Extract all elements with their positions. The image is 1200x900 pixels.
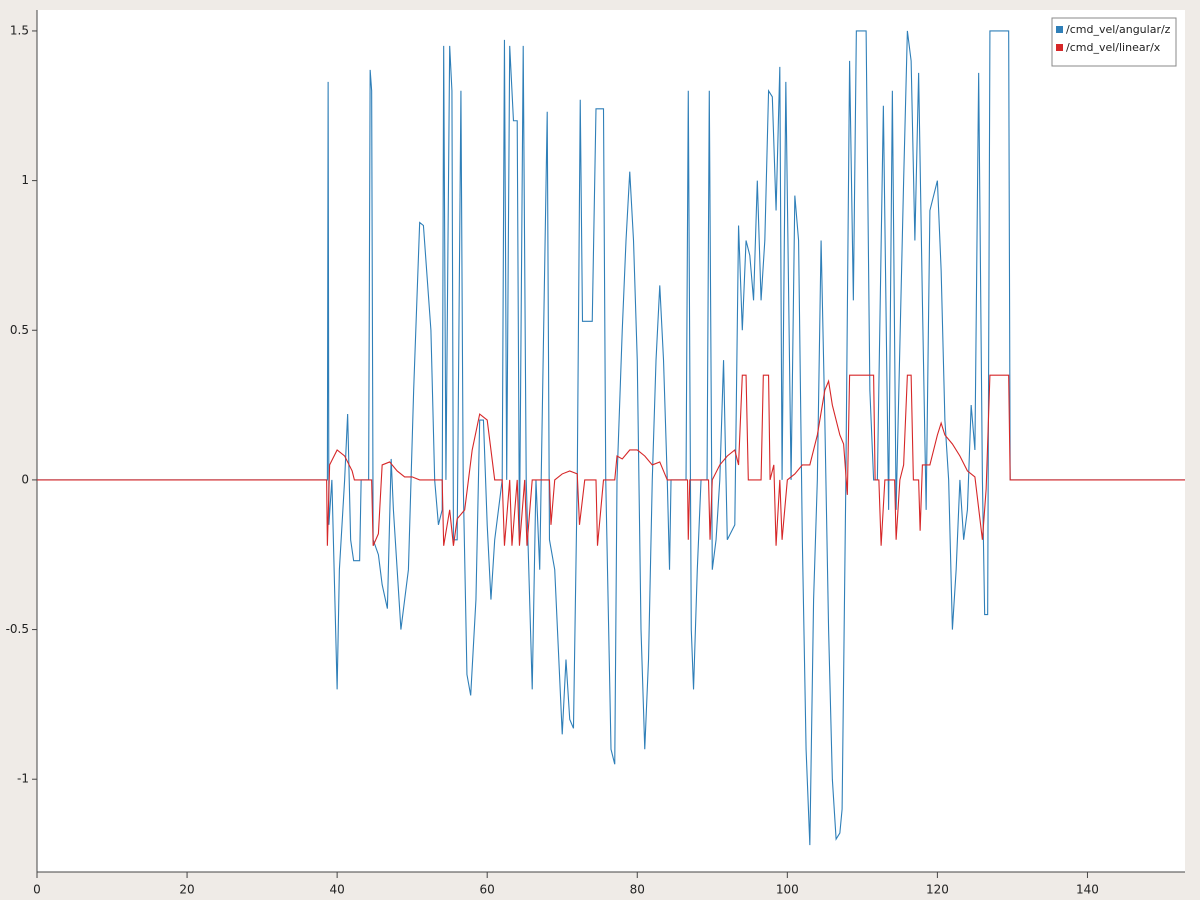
y-tick-label: -1 (17, 772, 29, 786)
x-tick-label: 100 (776, 883, 799, 897)
legend-swatch (1056, 26, 1063, 33)
y-tick-label: 1.5 (10, 23, 29, 37)
x-tick-label: 20 (179, 883, 194, 897)
x-tick-label: 60 (480, 883, 495, 897)
legend-label: /cmd_vel/angular/z (1066, 23, 1171, 36)
legend-swatch (1056, 44, 1063, 51)
x-tick-label: 40 (329, 883, 344, 897)
legend: /cmd_vel/angular/z/cmd_vel/linear/x (1051, 17, 1177, 67)
legend-label: /cmd_vel/linear/x (1066, 41, 1161, 54)
x-tick-label: 0 (33, 883, 41, 897)
y-tick-label: -0.5 (6, 622, 29, 636)
y-tick-label: 0 (21, 472, 29, 486)
x-tick-label: 80 (630, 883, 645, 897)
y-tick-label: 1 (21, 173, 29, 187)
y-tick-label: 0.5 (10, 323, 29, 337)
x-tick-label: 140 (1076, 883, 1099, 897)
series-line (37, 374, 1185, 546)
x-tick-label: 120 (926, 883, 949, 897)
series-line (37, 30, 1185, 846)
legend-box (1051, 17, 1177, 67)
